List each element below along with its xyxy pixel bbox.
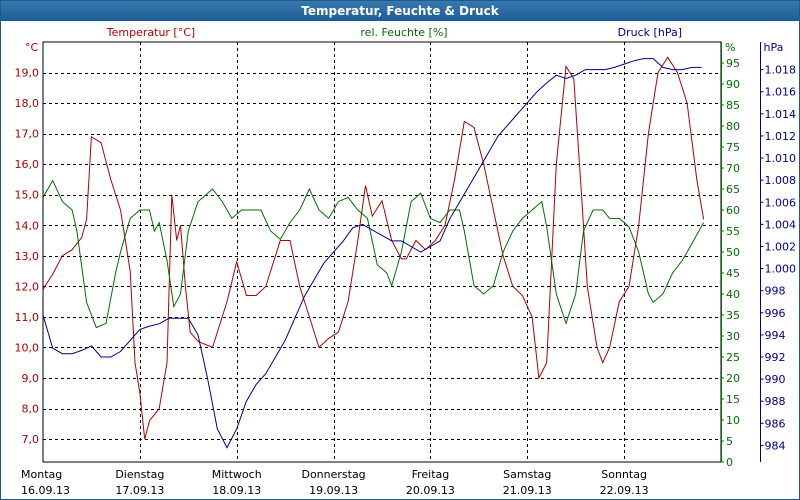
pressure-tick-label: 998 (765, 285, 786, 298)
pressure-tick-label: 1.006 (765, 196, 797, 209)
day-label: Montag (21, 468, 62, 481)
pressure-tick-label: 1.012 (765, 130, 797, 143)
humidity-tick-label: 70 (726, 162, 740, 175)
humidity-tick-label: 0 (726, 456, 733, 469)
pressure-unit: hPa (764, 41, 784, 54)
pressure-tick-label: 1.008 (765, 174, 797, 187)
temperature-tick-label: 18,0 (15, 97, 40, 110)
temperature-tick-label: 12,0 (15, 280, 40, 293)
day-label: Dienstag (115, 468, 164, 481)
pressure-tick-label: 1.018 (765, 64, 797, 77)
pressure-tick-label: 1.010 (765, 152, 797, 165)
humidity-tick-label: 80 (726, 120, 740, 133)
pressure-tick-label: 986 (765, 417, 786, 430)
humidity-tick-label: 20 (726, 372, 740, 385)
temperature-tick-label: 19,0 (15, 67, 40, 80)
date-label: 16.09.13 (21, 484, 70, 497)
temperature-tick-label: 17,0 (15, 128, 40, 141)
humidity-tick-label: 75 (726, 141, 740, 154)
humidity-tick-label: 50 (726, 246, 740, 259)
temperature-tick-label: 13,0 (15, 250, 40, 263)
humidity-tick-label: 45 (726, 267, 740, 280)
temperature-tick-label: 9,0 (22, 372, 40, 385)
axis-labels: Temperatur [°C] rel. Feuchte [%] Druck [hP… (21, 26, 682, 497)
chart-title: Temperatur, Feuchte & Druck (1, 1, 799, 21)
humidity-tick-label: 5 (726, 435, 733, 448)
weather-chart: 7,0 8,0 9,0 10,0 11,0 12,0 13,0 14,0 15,0 16,0 17,… (15, 26, 797, 497)
temperature-tick-label: 11,0 (15, 311, 40, 324)
day-label: Mittwoch (212, 468, 262, 481)
plot-frame (42, 41, 722, 463)
temperature-tick-label: 15,0 (15, 189, 40, 202)
axes: 7,0 8,0 9,0 10,0 11,0 12,0 13,0 14,0 15,0 16,0 17,… (15, 41, 797, 469)
date-label: 17.09.13 (115, 484, 164, 497)
date-label: 20.09.13 (406, 484, 455, 497)
day-label: Sonntag (601, 468, 647, 481)
pressure-tick-label: 984 (765, 439, 786, 452)
humidity-series-label: rel. Feuchte [%] (360, 26, 447, 39)
pressure-tick-label: 1.016 (765, 86, 797, 99)
humidity-tick-label: 55 (726, 225, 740, 238)
pressure-tick-label: 990 (765, 373, 786, 386)
humidity-tick-label: 90 (726, 78, 740, 91)
grid (42, 41, 722, 463)
pressure-tick-label: 1.014 (765, 108, 797, 121)
humidity-tick-label: 10 (726, 414, 740, 427)
humidity-tick-label: 95 (726, 57, 740, 70)
temperature-tick-label: 14,0 (15, 219, 40, 232)
pressure-tick-label: 996 (765, 307, 786, 320)
temperature-tick-label: 7,0 (22, 433, 40, 446)
humidity-tick-label: 35 (726, 309, 740, 322)
series-line-humidity (42, 179, 705, 329)
day-label: Donnerstag (301, 468, 365, 481)
humidity-tick-label: 15 (726, 393, 740, 406)
temperature-tick-label: 10,0 (15, 341, 40, 354)
humidity-tick-label: 40 (726, 288, 740, 301)
humidity-tick-label: 65 (726, 183, 740, 196)
humidity-tick-label: 85 (726, 99, 740, 112)
series-line-pressure (42, 58, 702, 449)
temperature-tick-label: 8,0 (22, 403, 40, 416)
day-label: Freitag (412, 468, 450, 481)
day-label: Samstag (503, 468, 551, 481)
humidity-unit: % (725, 41, 735, 54)
temperature-series-label: Temperatur [°C] (106, 26, 195, 39)
temperature-unit: °C (25, 41, 39, 54)
humidity-tick-label: 60 (726, 204, 740, 217)
date-label: 21.09.13 (503, 484, 552, 497)
date-label: 22.09.13 (600, 484, 649, 497)
series-lines (42, 56, 705, 449)
date-label: 19.09.13 (309, 484, 358, 497)
pressure-tick-label: 988 (765, 395, 786, 408)
pressure-tick-label: 1.002 (765, 240, 797, 253)
humidity-tick-label: 25 (726, 351, 740, 364)
date-label: 18.09.13 (212, 484, 261, 497)
pressure-tick-label: 1.000 (765, 263, 797, 276)
temperature-tick-label: 16,0 (15, 158, 40, 171)
pressure-tick-label: 1.004 (765, 218, 797, 231)
pressure-tick-label: 992 (765, 351, 786, 364)
pressure-series-label: Druck [hPa] (618, 26, 682, 39)
series-line-temperature (42, 56, 705, 440)
humidity-tick-label: 30 (726, 330, 740, 343)
pressure-tick-label: 994 (765, 329, 786, 342)
